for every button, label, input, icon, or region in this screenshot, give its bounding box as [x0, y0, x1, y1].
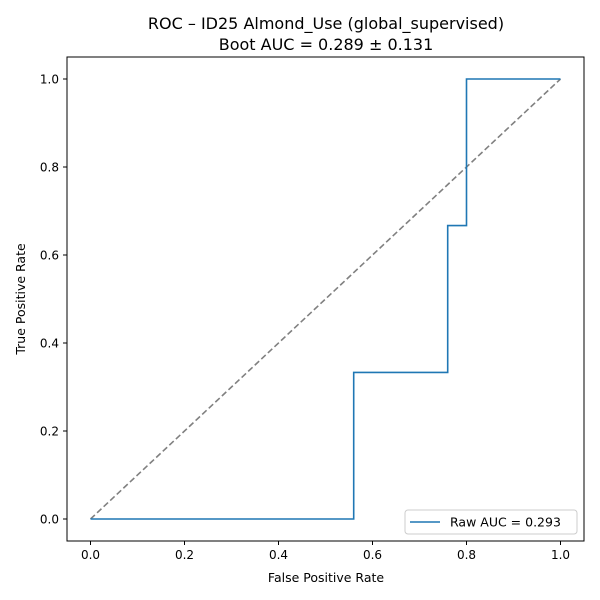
y-axis: 0.0 0.2 0.4 0.6 0.8 1.0 — [40, 73, 67, 527]
y-tick-label: 0.6 — [40, 249, 59, 263]
chance-diagonal-line — [89, 78, 562, 520]
x-tick-label: 0.0 — [81, 548, 100, 562]
y-tick-label: 1.0 — [40, 73, 59, 87]
y-tick-label: 0.4 — [40, 337, 59, 351]
y-tick-label: 0.8 — [40, 161, 59, 175]
legend-label: Raw AUC = 0.293 — [450, 515, 561, 530]
chart-subtitle: Boot AUC = 0.289 ± 0.131 — [219, 35, 434, 54]
plot-frame — [66, 56, 585, 542]
x-tick-label: 0.6 — [363, 548, 382, 562]
chart-marks — [89, 78, 562, 520]
y-axis-label: True Positive Rate — [13, 243, 28, 356]
y-tick-label: 0.0 — [40, 513, 59, 527]
y-tick-label: 0.2 — [40, 425, 59, 439]
legend-box — [404, 509, 578, 535]
roc-curve-line — [90, 78, 561, 520]
x-tick-label: 0.4 — [269, 548, 288, 562]
x-tick-label: 0.8 — [457, 548, 476, 562]
x-axis: 0.0 0.2 0.4 0.6 0.8 1.0 — [81, 541, 570, 562]
legend: Raw AUC = 0.293 — [404, 509, 578, 535]
x-axis-label: False Positive Rate — [268, 570, 384, 585]
x-tick-label: 0.2 — [175, 548, 194, 562]
chart-title: ROC – ID25 Almond_Use (global_supervised… — [148, 14, 504, 34]
x-tick-label: 1.0 — [551, 548, 570, 562]
